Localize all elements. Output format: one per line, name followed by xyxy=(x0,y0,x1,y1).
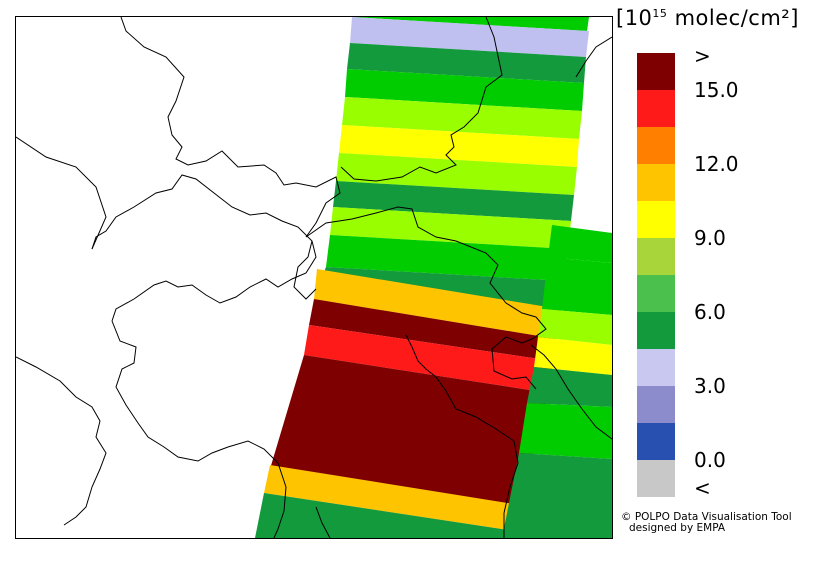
swath-row xyxy=(270,355,549,505)
colorbar-swatch xyxy=(637,423,675,460)
swath-row xyxy=(519,403,612,459)
border-line xyxy=(405,334,515,442)
swath-row xyxy=(264,465,520,531)
country-borders xyxy=(16,17,612,538)
unit-prefix: [10 xyxy=(616,6,653,30)
swath-row xyxy=(314,269,560,339)
colorbar-swatch xyxy=(637,275,675,312)
border-line xyxy=(340,17,503,182)
colorbar-label: 9.0 xyxy=(694,226,726,250)
colorbar-label: 0.0 xyxy=(694,448,726,472)
swath-row xyxy=(309,299,557,361)
colorbar-swatch xyxy=(637,460,675,497)
swath-row xyxy=(538,309,612,345)
border-line xyxy=(111,320,279,464)
unit-suffix: molec/cm²] xyxy=(667,6,799,30)
unit-exponent: 15 xyxy=(652,7,668,20)
legend-unit-label: [1015 molec/cm²] xyxy=(616,6,799,30)
border-line xyxy=(491,316,547,390)
colorbar-swatch xyxy=(637,386,675,423)
colorbar-swatch xyxy=(637,90,675,127)
swath-row xyxy=(304,325,553,393)
satellite-swath-main xyxy=(255,17,589,538)
border-line xyxy=(273,462,287,538)
swath-row xyxy=(336,153,577,195)
swath-row xyxy=(502,453,612,538)
border-line xyxy=(575,36,612,78)
colorbar-swatch xyxy=(637,238,675,275)
border-line xyxy=(91,174,317,322)
coastline xyxy=(503,440,519,538)
swath-row xyxy=(342,97,582,139)
swath-row xyxy=(330,207,571,249)
credit-text: © POLPO Data Visualisation Tool designed… xyxy=(621,512,792,534)
swath-row xyxy=(333,181,574,221)
map-panel xyxy=(15,16,613,539)
colorbar-label: < xyxy=(694,476,711,500)
map-canvas xyxy=(16,17,612,538)
colorbar-label: 15.0 xyxy=(694,78,739,102)
swath-row xyxy=(548,225,612,263)
swath-row xyxy=(255,493,515,538)
swath-row xyxy=(339,125,579,167)
swath-row xyxy=(345,69,584,111)
coastline xyxy=(315,506,331,538)
colorbar-label: 6.0 xyxy=(694,300,726,324)
colorbar-swatch xyxy=(637,164,675,201)
colorbar-swatch xyxy=(637,349,675,386)
colorbar-label: > xyxy=(694,44,711,68)
colorbar-swatch xyxy=(637,53,675,90)
border-line xyxy=(16,136,107,250)
colorbar-label: 3.0 xyxy=(694,374,726,398)
swath-row xyxy=(527,367,612,407)
colorbar-label: 12.0 xyxy=(694,152,739,176)
swath-row xyxy=(542,257,612,315)
credit-line-2: designed by EMPA xyxy=(629,522,726,534)
border-line xyxy=(16,356,107,526)
swath-row xyxy=(326,235,568,281)
credit-line-1: © POLPO Data Visualisation Tool xyxy=(621,511,792,523)
border-line xyxy=(305,206,537,318)
swath-row xyxy=(350,17,589,57)
colorbar xyxy=(637,53,675,497)
colorbar-swatch xyxy=(637,127,675,164)
swath-row xyxy=(347,43,586,83)
coastline xyxy=(530,344,612,440)
colorbar-swatch xyxy=(637,201,675,238)
border-line xyxy=(120,17,341,238)
colorbar-swatch xyxy=(637,312,675,349)
border-line xyxy=(293,240,317,300)
